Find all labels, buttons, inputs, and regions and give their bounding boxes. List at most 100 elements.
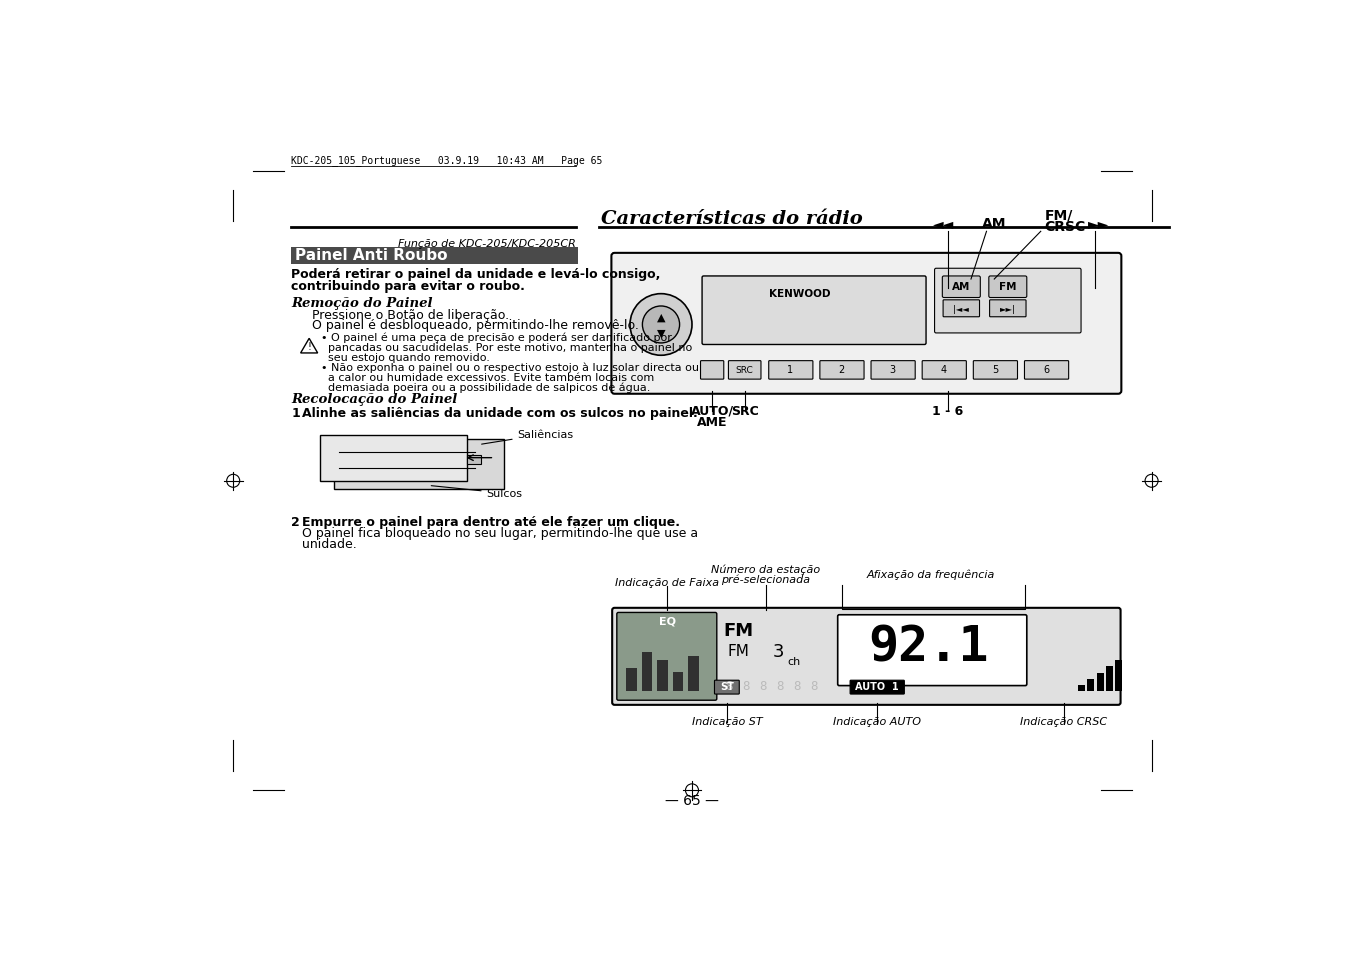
Text: 8: 8 [793, 679, 801, 692]
Text: Indicação ST: Indicação ST [692, 717, 762, 726]
Text: ►►|: ►►| [1000, 304, 1016, 314]
FancyBboxPatch shape [715, 680, 739, 695]
Circle shape [630, 294, 692, 355]
Text: unidade.: unidade. [303, 537, 357, 551]
Text: • O painel é uma peça de precisão e poderá ser danificado por: • O painel é uma peça de precisão e pode… [320, 332, 671, 342]
FancyBboxPatch shape [612, 608, 1120, 705]
FancyBboxPatch shape [871, 361, 915, 379]
Text: KDC-205_105_Portuguese   03.9.19   10:43 AM   Page 65: KDC-205_105_Portuguese 03.9.19 10:43 AM … [292, 154, 603, 166]
Bar [1078, 685, 1085, 691]
Text: pancadas ou sacudidelas. Por este motivo, mantenha o painel no: pancadas ou sacudidelas. Por este motivo… [320, 342, 692, 353]
FancyBboxPatch shape [973, 361, 1017, 379]
Text: ►►: ►► [1089, 216, 1109, 231]
Text: 1 - 6: 1 - 6 [932, 404, 963, 417]
Text: 3: 3 [773, 642, 785, 660]
Bar [292, 248, 578, 265]
Bar [657, 660, 667, 691]
Text: Empurre o painel para dentro até ele fazer um clique.: Empurre o painel para dentro até ele faz… [303, 516, 680, 529]
Text: demasiada poeira ou a possibilidade de salpicos de água.: demasiada poeira ou a possibilidade de s… [320, 382, 650, 393]
Text: 5: 5 [992, 365, 998, 375]
Text: Indicação de Faixa: Indicação de Faixa [615, 578, 719, 587]
Text: O painel fica bloqueado no seu lugar, permitindo-lhe que use a: O painel fica bloqueado no seu lugar, pe… [303, 527, 698, 539]
Text: 8: 8 [725, 679, 734, 692]
Bar [467, 456, 481, 464]
Bar [673, 672, 684, 691]
Text: FM: FM [728, 643, 750, 659]
Bar [334, 439, 504, 490]
Text: Indicação AUTO: Indicação AUTO [834, 717, 921, 726]
Text: ▼: ▼ [657, 328, 665, 337]
Text: |◄◄: |◄◄ [952, 304, 969, 314]
FancyBboxPatch shape [850, 680, 904, 695]
Text: 8: 8 [743, 679, 750, 692]
Bar [688, 657, 698, 691]
Text: AM: AM [951, 282, 970, 292]
Text: KENWOOD: KENWOOD [770, 289, 831, 298]
Bar [1097, 673, 1104, 691]
Text: EQ: EQ [659, 617, 676, 626]
Text: Alinhe as saliências da unidade com os sulcos no painel.: Alinhe as saliências da unidade com os s… [303, 407, 698, 419]
Text: FM: FM [723, 621, 754, 639]
FancyBboxPatch shape [703, 276, 925, 345]
Text: Função de KDC-205/KDC-205CR: Função de KDC-205/KDC-205CR [399, 238, 576, 249]
Text: 1: 1 [788, 365, 793, 375]
Text: seu estojo quando removido.: seu estojo quando removido. [320, 353, 489, 362]
Bar [1115, 660, 1123, 691]
Text: 6: 6 [1043, 365, 1050, 375]
Text: FM/: FM/ [1044, 209, 1073, 223]
Text: O painel é desbloqueado, permitindo-lhe removê-lo.: O painel é desbloqueado, permitindo-lhe … [312, 318, 639, 332]
Text: ▲: ▲ [657, 313, 665, 322]
Text: AME: AME [697, 416, 727, 429]
Text: 2: 2 [839, 365, 844, 375]
Text: 8: 8 [759, 679, 767, 692]
Text: 4: 4 [940, 365, 947, 375]
Text: AM: AM [982, 216, 1006, 231]
Text: AUTO/: AUTO/ [690, 404, 734, 417]
Text: 8: 8 [777, 679, 784, 692]
Text: ◄◄: ◄◄ [934, 216, 955, 231]
FancyBboxPatch shape [617, 613, 717, 700]
Text: 2: 2 [292, 516, 300, 529]
Text: • Não exponha o painel ou o respectivo estojo à luz solar directa ou: • Não exponha o painel ou o respectivo e… [320, 362, 698, 373]
Text: Recolocação do Painel: Recolocação do Painel [292, 393, 458, 406]
Bar [626, 668, 636, 691]
Text: Sulcos: Sulcos [431, 486, 523, 498]
Text: FM: FM [998, 282, 1016, 292]
Text: AUTO  1: AUTO 1 [855, 681, 898, 692]
Text: CRSC: CRSC [1044, 219, 1086, 233]
Text: 1: 1 [292, 407, 300, 419]
FancyBboxPatch shape [701, 361, 724, 379]
Text: Saliências: Saliências [481, 430, 574, 445]
Text: a calor ou humidade excessivos. Evite também locais com: a calor ou humidade excessivos. Evite ta… [320, 373, 654, 382]
Text: Afixação da frequência: Afixação da frequência [866, 569, 994, 579]
FancyBboxPatch shape [943, 276, 981, 298]
FancyBboxPatch shape [923, 361, 966, 379]
Bar [320, 436, 467, 481]
Text: Características do rádio: Características do rádio [601, 210, 863, 228]
FancyBboxPatch shape [943, 300, 979, 317]
Bar [1106, 667, 1113, 691]
Text: !: ! [307, 341, 311, 352]
FancyBboxPatch shape [769, 361, 813, 379]
Text: 92.1: 92.1 [869, 622, 989, 671]
Text: — 65 —: — 65 — [665, 793, 719, 807]
Text: Número da estação: Número da estação [711, 563, 820, 574]
FancyBboxPatch shape [935, 269, 1081, 334]
Text: pré-selecionada: pré-selecionada [721, 574, 811, 584]
Text: SRC: SRC [736, 366, 754, 375]
Text: Painel Anti Roubo: Painel Anti Roubo [296, 248, 447, 263]
Bar [1088, 679, 1094, 691]
Bar [642, 653, 653, 691]
Text: 3: 3 [890, 365, 896, 375]
Text: Pressione o Botão de liberação.: Pressione o Botão de liberação. [312, 308, 509, 321]
Text: ST: ST [720, 681, 734, 692]
Text: Indicação CRSC: Indicação CRSC [1020, 717, 1108, 726]
Text: SRC: SRC [731, 404, 758, 417]
FancyBboxPatch shape [820, 361, 865, 379]
FancyBboxPatch shape [989, 276, 1027, 298]
Text: Poderá retirar o painel da unidade e levá-lo consigo,: Poderá retirar o painel da unidade e lev… [292, 268, 661, 281]
FancyBboxPatch shape [838, 615, 1027, 686]
FancyBboxPatch shape [728, 361, 761, 379]
FancyBboxPatch shape [612, 253, 1121, 395]
FancyBboxPatch shape [1024, 361, 1069, 379]
